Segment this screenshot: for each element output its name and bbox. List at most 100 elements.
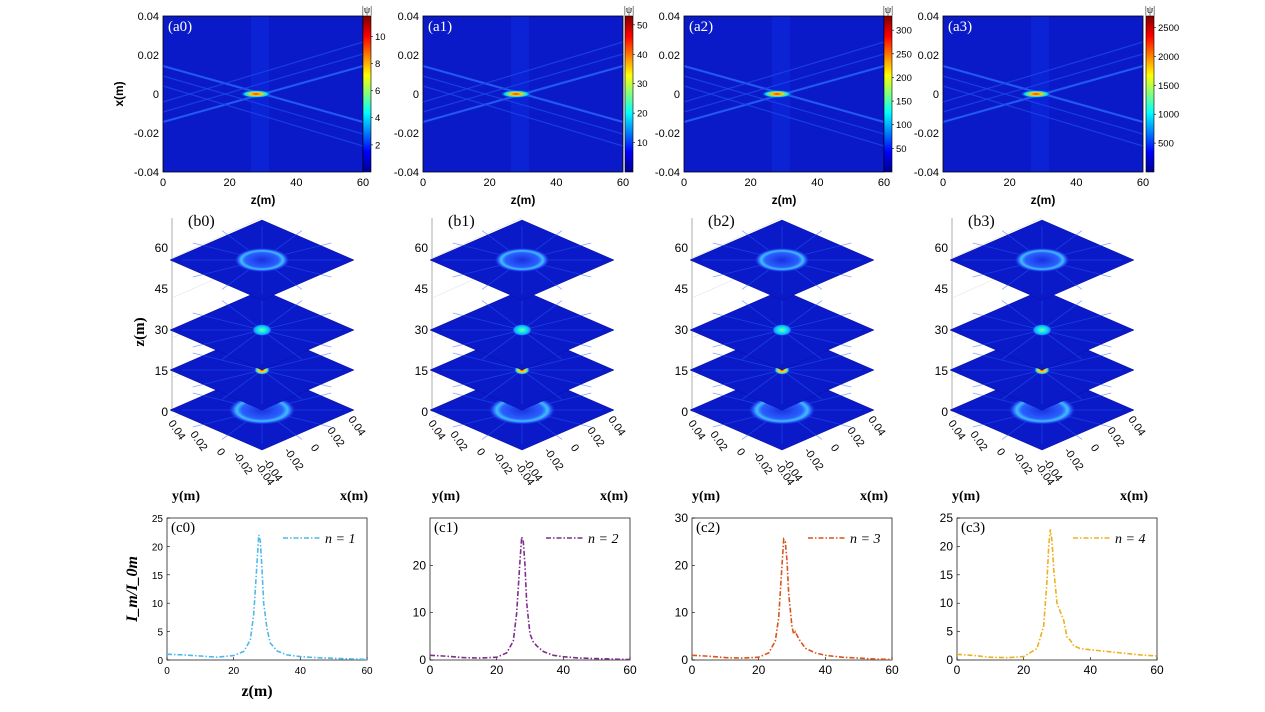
x-axis-label: x(m) [860,489,888,504]
x-axis-label: z(m) [241,683,272,700]
colorbar-label: |ψ| [362,5,372,16]
colorbar-tick-label: 10 [375,32,386,43]
heatmap-panel-a2: (a2)0.040.020-0.02-0.040 20 40 60z(m)|ψ|300… [655,5,912,207]
slice-ray [221,369,263,400]
y-tick-label: 0.04 [945,418,967,442]
panel-row-c: 0 20 40 60 25 20 15 10 5 0 n = 1 (c0) z(m) I_m/I_0m 0 2… [124,511,1164,700]
y-tick-label: 0.02 [187,429,209,453]
y-tick-label: 20 [940,539,954,553]
series-line [429,536,631,661]
z-tick-label: 0 [421,405,428,419]
x-tick-label: 0 [1088,442,1101,454]
x-axis-label: z(m) [772,193,797,207]
x-tick-label: -0.02 [281,446,305,473]
panel-label: (b1) [448,213,475,230]
y-tick-label: -0.04 [914,167,939,179]
colorbar-tick-label: 150 [896,97,912,108]
grid-line [431,217,523,259]
slice-plane [169,289,355,371]
y-tick-label: 0.04 [659,11,680,23]
y-tick-label: -0.04 [394,167,419,179]
panel-label: (c1) [434,520,458,536]
plot-frame [956,517,1158,661]
y-tick-label: 10 [675,606,689,620]
slice-ray [261,369,303,400]
y-tick-label: 0 [157,656,163,667]
x-axis-label: z(m) [251,193,276,207]
heatmap-frame [422,15,624,173]
y-tick-label: 0 [674,89,680,101]
x-tick-label: 20 [224,177,236,189]
x-tick-label: 20 [745,177,757,189]
slice-ray [1001,369,1043,400]
plot-frame [691,517,893,661]
x-tick-label: 0.02 [844,425,866,449]
slice-ray [781,369,852,388]
x-tick-label: -0.02 [801,446,825,473]
colorbar-tick-label: 100 [896,120,912,131]
y-tick-label: 0.02 [138,50,159,62]
x-tick-label: 0 [681,177,687,189]
slice-ray [1041,300,1083,331]
slice-ring [234,247,290,273]
x-tick-label: 0.02 [1104,425,1126,449]
slice-ray [221,329,263,360]
slice-ray [521,352,592,371]
colorbar-tick-label: 2000 [1158,52,1179,63]
x-tick-label: 0.02 [324,425,346,449]
y-tick-label: -0.02 [914,128,939,140]
slice-ray [261,369,332,388]
colorbar-tick-label: 30 [637,79,648,90]
z-tick-label: 60 [675,241,689,255]
y-tick-label: 15 [940,568,954,582]
x-tick-label: 0.04 [345,414,367,438]
series-line [166,534,368,661]
slice-core [252,324,272,336]
x-tick-label: 60 [1150,663,1164,677]
x-tick-label: 60 [878,177,890,189]
x-tick-label: 0 [420,177,426,189]
heatmap-panel-a1: (a1)0.040.020-0.02-0.040 20 40 60z(m)|ψ|504… [394,5,648,207]
y-tick-label: 30 [675,511,689,525]
slice-ring [754,247,810,273]
colorbar-tick-label: 1500 [1158,81,1179,92]
y-tick-label: 0.04 [425,418,447,442]
x-tick-label: 40 [811,177,823,189]
heatmap-beam [942,53,1144,113]
heatmap-beam [942,75,1144,135]
x-axis-label: z(m) [1031,193,1056,207]
heatmap-beam [422,41,624,103]
y-tick-label: 0 [153,89,159,101]
slice-ray [521,329,563,360]
heatmap-beam [162,85,364,147]
x-tick-label: -0.02 [541,446,565,473]
colorbar-tick-label: 500 [1158,139,1174,150]
slice-ray [1041,312,1112,331]
y-tick-label: 20 [413,558,427,572]
y-tick-label: 0 [419,653,426,667]
panel-label: (a2) [689,19,713,35]
x-axis-label: x(m) [600,489,628,504]
panel-label: (a1) [428,19,452,35]
colorbar-tick-label: 250 [896,49,912,60]
y-tick-label: 0.02 [659,50,680,62]
colorbar-label: |ψ| [624,5,634,16]
line-chart-c2: 0 20 40 60 30 20 10 0 n = 3 (c2) [675,511,899,677]
y-tick-label: 0 [681,653,688,667]
x-tick-label: 40 [290,177,302,189]
panel-label: (b0) [188,213,215,230]
x-tick-label: 0 [308,442,321,454]
slice-ray [712,352,783,371]
z-tick-label: 15 [155,364,169,378]
slice-ray [781,329,823,360]
x-tick-label: 20 [484,177,496,189]
slice-plane [689,219,875,301]
slice-ray [1001,329,1043,360]
x-tick-label: 0 [689,663,696,677]
colorbar-tick-label: 8 [375,59,380,70]
z-tick-label: 0 [941,405,948,419]
slice-ray [481,369,523,400]
plot-frame [166,517,368,661]
z-tick-label: 45 [675,282,689,296]
